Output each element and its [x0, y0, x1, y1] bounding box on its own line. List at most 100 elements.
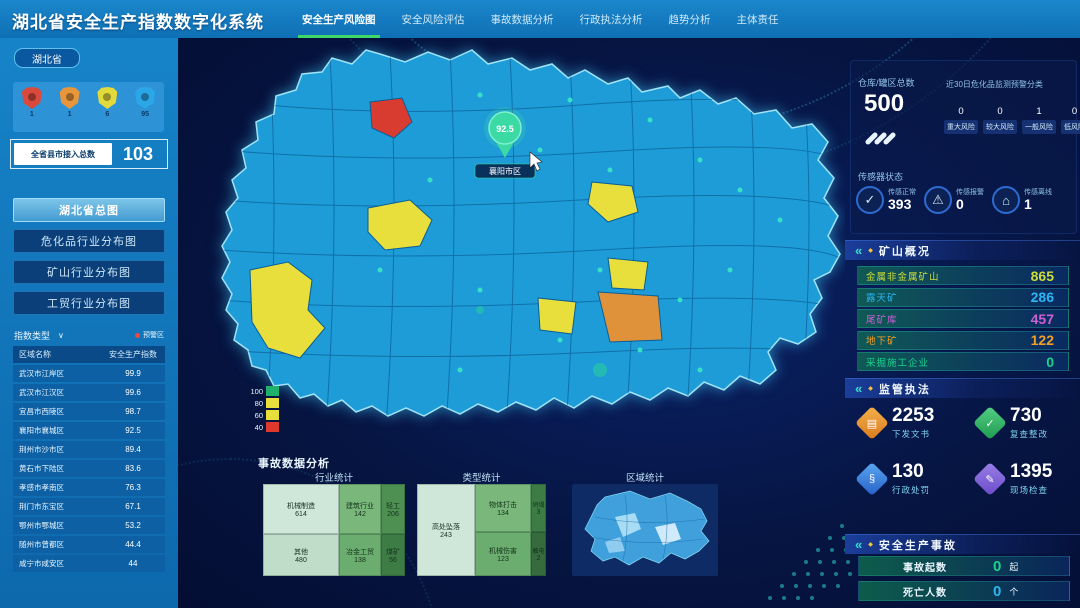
- highlighted-counties[interactable]: [249, 97, 663, 359]
- county-yellow: [607, 257, 649, 291]
- overview-card: [850, 60, 1077, 234]
- region-pill[interactable]: 湖北省: [14, 48, 80, 68]
- accident-row: 事故起数 0 起: [858, 556, 1070, 576]
- layer-button[interactable]: 危化品行业分布图: [13, 229, 165, 253]
- table-body: 武汉市江岸区 99.9 武汉市江汉区 99.6 宜昌市西陵区 98.7 襄阳市襄…: [13, 365, 165, 572]
- decor-dot-cluster: [768, 524, 852, 600]
- nav-tab-label: 趋势分析: [668, 13, 711, 26]
- accident-panel-title: 事故数据分析: [258, 458, 330, 470]
- map-pin[interactable]: 92.5 襄阳市区: [474, 107, 543, 179]
- table-row[interactable]: 荆州市沙市区 89.4: [13, 441, 165, 458]
- legend-value: 40: [254, 422, 263, 432]
- layer-buttons: 湖北省总图 危化品行业分布图 矿山行业分布图 工贸行业分布图: [13, 198, 165, 322]
- region-index-table: 区域名称 安全生产指数 武汉市江岸区 99.9 武汉市江汉区 99.6 宜昌市西…: [13, 346, 165, 574]
- cell-value: 614: [295, 510, 307, 518]
- treemap-cell[interactable]: 煤矿 56: [381, 534, 405, 576]
- table-row[interactable]: 武汉市江汉区 99.6: [13, 384, 165, 401]
- cell-label: 触电: [532, 549, 545, 555]
- map-canvas: 92.5 襄阳市区 100 80 60 40: [178, 38, 1080, 608]
- treemap-cell[interactable]: 坍塌 3: [531, 484, 546, 532]
- table-row[interactable]: 咸宁市咸安区 44: [13, 555, 165, 572]
- treemap-cell[interactable]: 冶金工贸 138: [339, 534, 381, 576]
- double-chevron-left-icon: «: [855, 243, 863, 258]
- document-icon: ▤: [855, 406, 889, 440]
- table-row[interactable]: 宜昌市西陵区 98.7: [13, 403, 165, 420]
- diamond-icon: ◆: [868, 248, 873, 254]
- county-red: [369, 97, 413, 139]
- treemap-cell[interactable]: 轻工 206: [381, 484, 405, 534]
- table-row[interactable]: 黄石市下陆区 83.6: [13, 460, 165, 477]
- table-row[interactable]: 武汉市江岸区 99.9: [13, 365, 165, 382]
- type-treemap[interactable]: 高处坠落 243 物体打击 134 机械伤害 123 坍塌 3 触电 2: [417, 484, 546, 576]
- cell-label: 建筑行业: [346, 502, 374, 510]
- row-value: 99.6: [125, 388, 141, 397]
- pin-value: 92.5: [496, 124, 514, 134]
- alert-note: 预警区: [143, 332, 164, 339]
- index-type-dropdown[interactable]: 指数类型: [14, 330, 51, 341]
- cursor-icon: [529, 151, 543, 172]
- accident-rows: 事故起数 0 起 死亡人数 0 个: [858, 556, 1070, 606]
- pin-label: 襄阳市区: [489, 166, 521, 176]
- row-value: 92.5: [125, 426, 141, 435]
- nav-tab[interactable]: 行政执法分析: [576, 0, 647, 38]
- treemap-cell[interactable]: 建筑行业 142: [339, 484, 381, 534]
- cell-value: 123: [497, 555, 509, 563]
- enforcement-panel-title: 监管执法: [878, 383, 931, 396]
- nav-tab[interactable]: 趋势分析: [665, 0, 715, 38]
- treemap-cell[interactable]: 高处坠落 243: [417, 484, 475, 576]
- cell-value: 2: [536, 555, 541, 562]
- county-yellow: [537, 297, 577, 335]
- table-row[interactable]: 鄂州市鄂城区 53.2: [13, 517, 165, 534]
- accident-row-label: 死亡人数: [903, 587, 947, 599]
- table-row[interactable]: 孝感市孝南区 76.3: [13, 479, 165, 496]
- legend-value: 100: [250, 386, 263, 396]
- row-value: 44.4: [125, 540, 141, 549]
- table-row[interactable]: 随州市曾都区 44.4: [13, 536, 165, 553]
- mine-row-value: 0: [1046, 353, 1054, 370]
- nav-tab[interactable]: 主体责任: [733, 0, 783, 38]
- chevron-down-icon[interactable]: ∨: [58, 330, 64, 340]
- stat-value: 1395: [1010, 461, 1053, 482]
- treemap-cell[interactable]: 机械制造 614: [263, 484, 339, 534]
- cell-label: 其他: [294, 548, 308, 556]
- layer-button[interactable]: 工贸行业分布图: [13, 291, 165, 315]
- diamond-icon: ◆: [868, 542, 873, 548]
- row-region: 武汉市江汉区: [19, 388, 64, 397]
- monitor-value: 0: [997, 106, 1003, 117]
- mine-row-label: 露天矿: [866, 293, 898, 304]
- cell-label: 机械制造: [287, 502, 315, 510]
- treemap-cell[interactable]: 触电 2: [531, 532, 546, 576]
- row-region: 黄石市下陆区: [19, 464, 64, 473]
- mine-row-value: 286: [1030, 289, 1054, 305]
- treemap-cell[interactable]: 物体打击 134: [475, 484, 531, 532]
- layer-button[interactable]: 矿山行业分布图: [13, 260, 165, 284]
- row-value: 53.2: [125, 521, 141, 530]
- alarm-icon: ⚠: [924, 186, 952, 214]
- legend-color-block: [266, 422, 279, 432]
- table-row[interactable]: 襄阳市襄城区 92.5: [13, 422, 165, 439]
- nav-tab[interactable]: 安全风险评估: [398, 0, 469, 38]
- accident-row-unit: 个: [1009, 586, 1019, 597]
- mine-panel-title: 矿山概况: [878, 245, 931, 258]
- table-row[interactable]: 荆门市东宝区 67.1: [13, 498, 165, 515]
- region-mini-map[interactable]: [572, 484, 718, 576]
- nav-tab[interactable]: 事故数据分析: [487, 0, 558, 38]
- industry-treemap[interactable]: 机械制造 614 建筑行业 142 轻工 206 其他 480 冶金工贸 138: [263, 484, 405, 576]
- legend-color-block: [266, 386, 279, 396]
- sensor-label: 传感报警: [956, 189, 984, 197]
- layer-button[interactable]: 湖北省总图: [13, 198, 165, 222]
- nav-tab[interactable]: 安全生产风险图: [298, 0, 380, 38]
- sensor-offline: ⌂ 传感离线 1: [992, 186, 1052, 214]
- province-shape: [221, 49, 841, 417]
- mine-row-label: 尾矿库: [866, 314, 898, 326]
- mine-row: 地下矿 122: [857, 330, 1069, 350]
- hubei-province-map[interactable]: 92.5 襄阳市区: [180, 40, 845, 452]
- treemap-cell[interactable]: 其他 480: [263, 534, 339, 576]
- mine-row-label: 金属非金属矿山: [866, 271, 940, 283]
- treemap-cell[interactable]: 机械伤害 123: [475, 532, 531, 576]
- accident-row: 死亡人数 0 个: [858, 581, 1070, 601]
- recheck-icon: ✓: [973, 406, 1007, 440]
- offline-icon: ⌂: [992, 186, 1020, 214]
- row-value: 76.3: [125, 483, 141, 492]
- nav-tab-label: 安全风险评估: [401, 13, 465, 26]
